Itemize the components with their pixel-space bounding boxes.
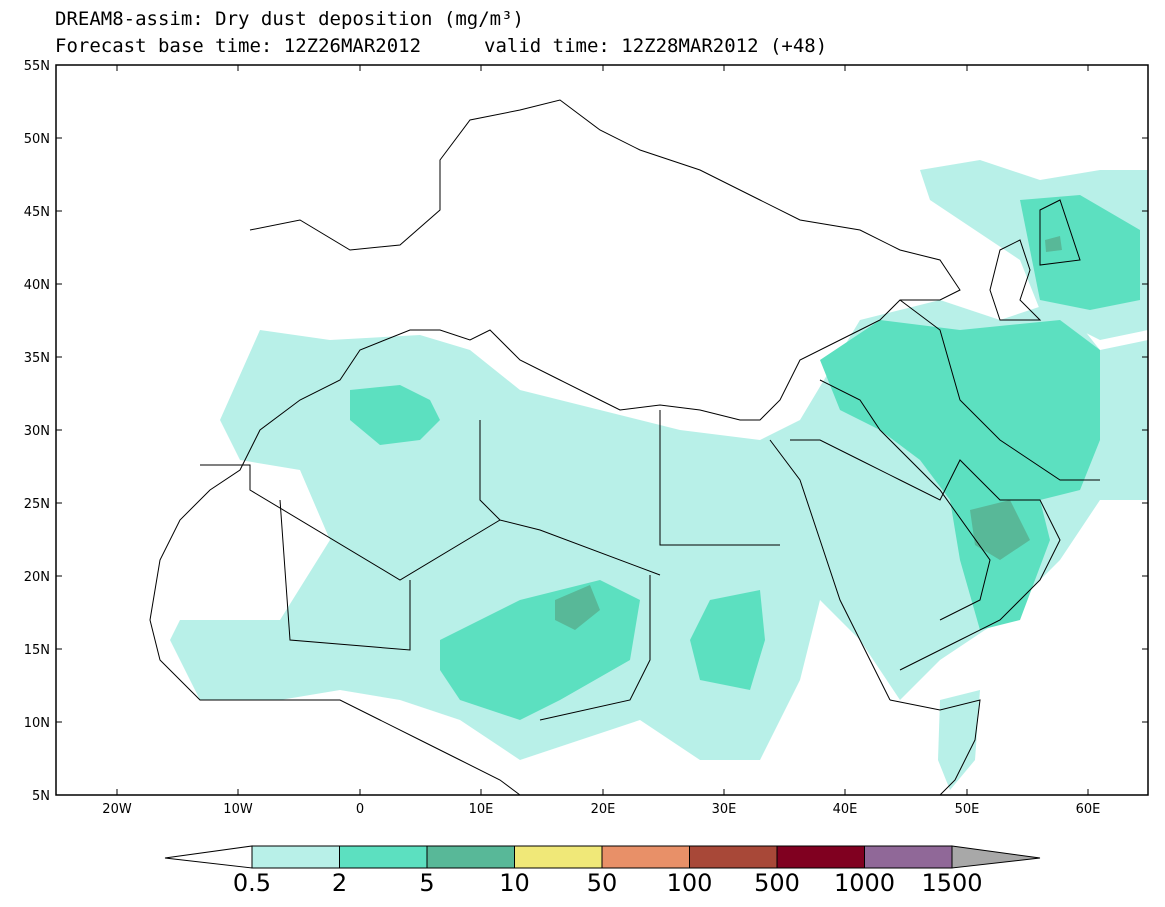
lat-label: 10N bbox=[24, 716, 50, 731]
colorbar-swatch bbox=[776, 845, 865, 869]
coastline-horn bbox=[889, 699, 981, 796]
border-central-asia bbox=[1039, 199, 1081, 266]
lon-label: 60E bbox=[1076, 802, 1101, 817]
lat-label: 15N bbox=[24, 643, 50, 658]
border-mali bbox=[279, 499, 411, 651]
colorbar-label: 0.5 bbox=[233, 869, 271, 897]
coastline-arabia bbox=[790, 439, 1061, 671]
lat-axis: 55N 50N 45N 40N 35N 30N 25N 20N 15N 10N … bbox=[24, 59, 1148, 804]
dust-band-high-2 bbox=[970, 500, 1030, 560]
colorbar-swatch bbox=[689, 845, 778, 869]
lat-label: 20N bbox=[24, 570, 50, 585]
dust-band-medium-5 bbox=[1020, 195, 1140, 310]
colorbar-arrow-right bbox=[951, 845, 1041, 869]
map-title: DREAM8-assim: Dry dust deposition (mg/m³… bbox=[55, 8, 524, 30]
colorbar-swatch bbox=[864, 845, 953, 869]
dust-band-medium-1 bbox=[350, 385, 440, 445]
border-iran bbox=[899, 299, 1100, 481]
colorbar-label: 50 bbox=[587, 869, 618, 897]
coastline-europe-africa bbox=[149, 99, 961, 796]
lon-axis: 20W 10W 0 10E 20E 30E 40E 50E 60E bbox=[102, 65, 1100, 817]
colorbar-label: 2 bbox=[332, 869, 347, 897]
border-sahara-1 bbox=[200, 464, 661, 581]
lon-label: 40E bbox=[833, 802, 858, 817]
dust-band-medium-3 bbox=[690, 590, 765, 690]
lat-label: 45N bbox=[24, 205, 50, 220]
colorbar-labels: 0.5 2 5 10 50 100 500 1000 1500 bbox=[233, 869, 983, 897]
dust-band-light-horn bbox=[938, 690, 980, 790]
border-egypt-west bbox=[659, 410, 780, 546]
lat-label: 5N bbox=[32, 789, 50, 804]
lon-label: 50E bbox=[955, 802, 980, 817]
coastlines bbox=[149, 99, 1100, 796]
colorbar-label: 100 bbox=[667, 869, 713, 897]
lon-label: 10W bbox=[223, 802, 253, 817]
colorbar-label: 1000 bbox=[834, 869, 895, 897]
lon-label: 20E bbox=[591, 802, 616, 817]
lat-label: 40N bbox=[24, 278, 50, 293]
colorbar-label: 1500 bbox=[921, 869, 982, 897]
lon-label: 30E bbox=[712, 802, 737, 817]
lat-label: 30N bbox=[24, 424, 50, 439]
lat-label: 50N bbox=[24, 132, 50, 147]
colorbar-label: 5 bbox=[419, 869, 434, 897]
border-arabia bbox=[819, 379, 991, 621]
lat-label: 35N bbox=[24, 351, 50, 366]
colorbar-arrow-left bbox=[164, 845, 253, 869]
colorbar-swatch bbox=[601, 845, 690, 869]
lon-label: 20W bbox=[102, 802, 132, 817]
dust-band-medium-4 bbox=[820, 320, 1100, 630]
dust-shading bbox=[170, 160, 1148, 790]
coastline-red-sea bbox=[769, 439, 891, 701]
lon-label: 0 bbox=[356, 802, 364, 817]
colorbar-swatch bbox=[339, 845, 428, 869]
colorbar bbox=[164, 845, 1041, 869]
colorbar-swatch bbox=[514, 845, 603, 869]
lon-label: 10E bbox=[469, 802, 494, 817]
dust-band-high-1 bbox=[555, 585, 600, 630]
lat-label: 25N bbox=[24, 497, 50, 512]
coastline-caspian bbox=[989, 239, 1042, 321]
colorbar-label: 500 bbox=[754, 869, 800, 897]
valid-time: valid time: 12Z28MAR2012 (+48) bbox=[484, 35, 828, 57]
colorbar-label: 10 bbox=[499, 869, 530, 897]
colorbar-swatch bbox=[251, 845, 340, 869]
dust-band-high-3 bbox=[1045, 236, 1062, 252]
forecast-base-time: Forecast base time: 12Z26MAR2012 bbox=[55, 35, 422, 57]
border-sahara-2 bbox=[479, 420, 501, 521]
border-sudan bbox=[539, 575, 651, 721]
colorbar-swatch bbox=[426, 845, 515, 869]
lat-label: 55N bbox=[24, 59, 50, 74]
